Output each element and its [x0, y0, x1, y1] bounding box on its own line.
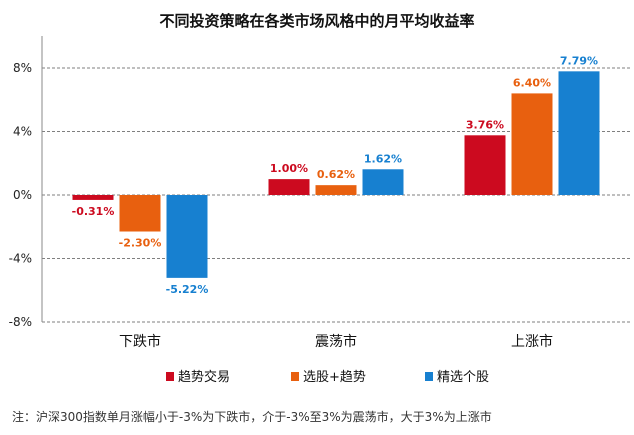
- x-tick-label: 震荡市: [315, 333, 357, 350]
- data-label: 6.40%: [513, 76, 551, 89]
- legend-label: 精选个股: [437, 370, 489, 385]
- bar: [315, 185, 357, 195]
- legend-swatch: [425, 372, 433, 381]
- x-tick-label: 上涨市: [511, 333, 553, 350]
- chart-note: 注：沪深300指数单月涨幅小于-3%为下跌市，介于-3%至3%为震荡市，大于3%…: [12, 410, 492, 424]
- legend-label: 趋势交易: [178, 369, 230, 385]
- y-tick-label: -4%: [9, 252, 32, 266]
- data-label: 7.79%: [560, 54, 598, 67]
- bar: [464, 135, 506, 195]
- legend-swatch: [166, 372, 174, 381]
- bar: [268, 179, 310, 195]
- data-label: 0.62%: [317, 168, 355, 181]
- data-label: -2.30%: [119, 237, 162, 250]
- bar: [72, 195, 114, 200]
- bar: [166, 195, 208, 278]
- data-label: -5.22%: [166, 283, 209, 296]
- legend-item: 趋势交易: [166, 369, 230, 385]
- y-tick-label: 8%: [13, 61, 32, 75]
- legend-swatch: [291, 372, 299, 381]
- data-label: 1.00%: [270, 162, 308, 175]
- bar: [558, 71, 600, 195]
- legend-item: 精选个股: [425, 370, 489, 385]
- x-tick-label: 下跌市: [119, 333, 161, 350]
- legend-label: 选股+趋势: [303, 369, 366, 385]
- chart-title: 不同投资策略在各类市场风格中的月平均收益率: [159, 12, 474, 30]
- data-label: -0.31%: [72, 205, 115, 218]
- data-label: 3.76%: [466, 118, 504, 131]
- bar: [119, 195, 161, 232]
- bar: [362, 169, 404, 195]
- y-tick-label: 0%: [13, 188, 32, 202]
- y-tick-label: -8%: [9, 315, 32, 329]
- bar: [511, 93, 553, 195]
- data-label: 1.62%: [364, 152, 402, 165]
- legend-item: 选股+趋势: [291, 369, 366, 385]
- y-tick-label: 4%: [13, 125, 32, 139]
